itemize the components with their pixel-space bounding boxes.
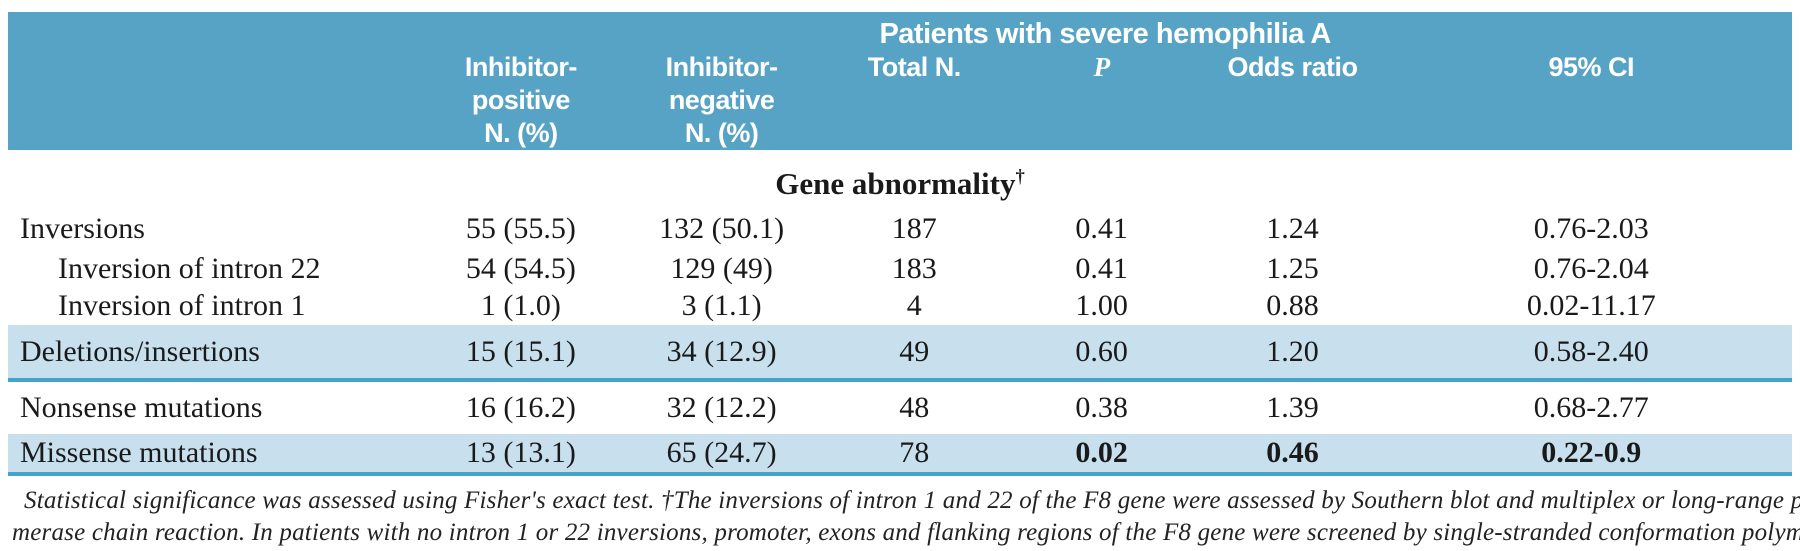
- row-label: Nonsense mutations: [20, 391, 263, 424]
- table-cell: 183: [891, 252, 937, 285]
- row-label: Inversion of intron 22: [58, 252, 321, 285]
- col-header-inhibitor-positive: Inhibitor-positive N. (%): [418, 51, 624, 150]
- spanning-header-row: Patients with severe hemophilia A: [8, 12, 1792, 51]
- section-header-label: Gene abnormality: [775, 165, 1016, 201]
- table-cell: 0.22-0.9: [1390, 434, 1792, 476]
- table-cell: 34 (12.9): [623, 325, 820, 382]
- row-label: Missense mutations: [8, 434, 419, 476]
- table-row-inversion-intron-1: Inversion of intron 1 1 (1.0) 3 (1.1) 4 …: [8, 287, 1792, 325]
- section-row-gene-abnormality: Gene abnormality†: [8, 150, 1792, 207]
- table-cell: 129 (49): [670, 252, 773, 285]
- table-cell: 0.58-2.40: [1390, 325, 1792, 382]
- spanning-header: Patients with severe hemophilia A: [418, 12, 1792, 51]
- table-cell: 55 (55.5): [465, 212, 576, 245]
- table-row-nonsense-mutations: Nonsense mutations 16 (16.2) 32 (12.2) 4…: [8, 380, 1792, 434]
- table-cell: 0.88: [1266, 289, 1319, 322]
- col-header-p-value: P: [1008, 51, 1195, 150]
- hemophilia-a-table: Patients with severe hemophilia A Inhibi…: [8, 12, 1792, 476]
- row-label: Deletions/insertions: [8, 325, 419, 382]
- table-cell: 54 (54.5): [465, 252, 576, 285]
- table-cell: 0.02-11.17: [1526, 289, 1656, 322]
- table-cell: 16 (16.2): [465, 391, 576, 424]
- table-cell: 0.46: [1194, 434, 1391, 476]
- section-header: Gene abnormality†: [8, 150, 1792, 207]
- row-label: Inversion of intron 1: [58, 289, 306, 322]
- col-header-inhibitor-negative: Inhibitor-negative N. (%): [623, 51, 820, 150]
- table-row-inversion-intron-22: Inversion of intron 22 54 (54.5) 129 (49…: [8, 251, 1792, 287]
- footnote-line: Statistical significance was assessed us…: [24, 487, 1800, 514]
- table-cell: 48: [899, 391, 930, 424]
- table-cell: 0.41: [1075, 252, 1128, 285]
- table-cell: 78: [819, 434, 1009, 476]
- table-cell: 0.02: [1008, 434, 1195, 476]
- table-cell: 0.68-2.77: [1533, 391, 1649, 424]
- table-cell: 13 (13.1): [418, 434, 624, 476]
- table-cell: 32 (12.2): [666, 391, 777, 424]
- column-header-row: Inhibitor-positive N. (%) Inhibitor-nega…: [8, 51, 1792, 150]
- col-header-label: Inhibitor-positive: [464, 52, 577, 115]
- table-cell: 1.25: [1266, 252, 1319, 285]
- empty-header-cell: [8, 51, 419, 150]
- table-cell: 3 (1.1): [681, 289, 762, 322]
- table-row-deletions-insertions: Deletions/insertions 15 (15.1) 34 (12.9)…: [8, 325, 1792, 382]
- col-header-95-ci: 95% CI: [1390, 51, 1792, 150]
- col-header-sublabel: N. (%): [684, 118, 759, 148]
- table-cell: 132 (50.1): [659, 212, 785, 245]
- table-cell: 0.38: [1075, 391, 1128, 424]
- footnote-line: merase chain reaction. In patients with …: [12, 519, 1800, 546]
- table-cell: 1.39: [1266, 391, 1319, 424]
- table-cell: 0.41: [1075, 212, 1128, 245]
- table-row-missense-mutations: Missense mutations 13 (13.1) 65 (24.7) 7…: [8, 434, 1792, 476]
- table-cell: 0.76-2.03: [1533, 212, 1649, 245]
- table-cell: 0.76-2.04: [1533, 252, 1649, 285]
- col-header-sublabel: N. (%): [484, 118, 558, 148]
- table-body: Gene abnormality† Inversions 55 (55.5) 1…: [8, 150, 1792, 476]
- table-cell: 1.20: [1194, 325, 1391, 382]
- table-footnote: Statistical significance was assessed us…: [0, 476, 1800, 551]
- table-cell: 15 (15.1): [418, 325, 624, 382]
- table-cell: 187: [891, 212, 937, 245]
- table-header: Patients with severe hemophilia A Inhibi…: [8, 12, 1792, 150]
- table-cell: 0.60: [1008, 325, 1195, 382]
- row-label: Inversions: [20, 212, 145, 245]
- empty-corner-cell: [8, 12, 419, 51]
- col-header-total-n: Total N.: [819, 51, 1009, 150]
- table-cell: 1.24: [1266, 212, 1319, 245]
- dagger-superscript: †: [1015, 166, 1025, 188]
- col-header-odds-ratio: Odds ratio: [1194, 51, 1391, 150]
- table-cell: 1 (1.0): [480, 289, 561, 322]
- table-cell: 49: [819, 325, 1009, 382]
- table-cell: 1.00: [1075, 289, 1128, 322]
- table-row-inversions: Inversions 55 (55.5) 132 (50.1) 187 0.41…: [8, 207, 1792, 251]
- col-header-label: Inhibitor-negative: [665, 52, 778, 115]
- table-cell: 65 (24.7): [623, 434, 820, 476]
- table-cell: 4: [906, 289, 922, 322]
